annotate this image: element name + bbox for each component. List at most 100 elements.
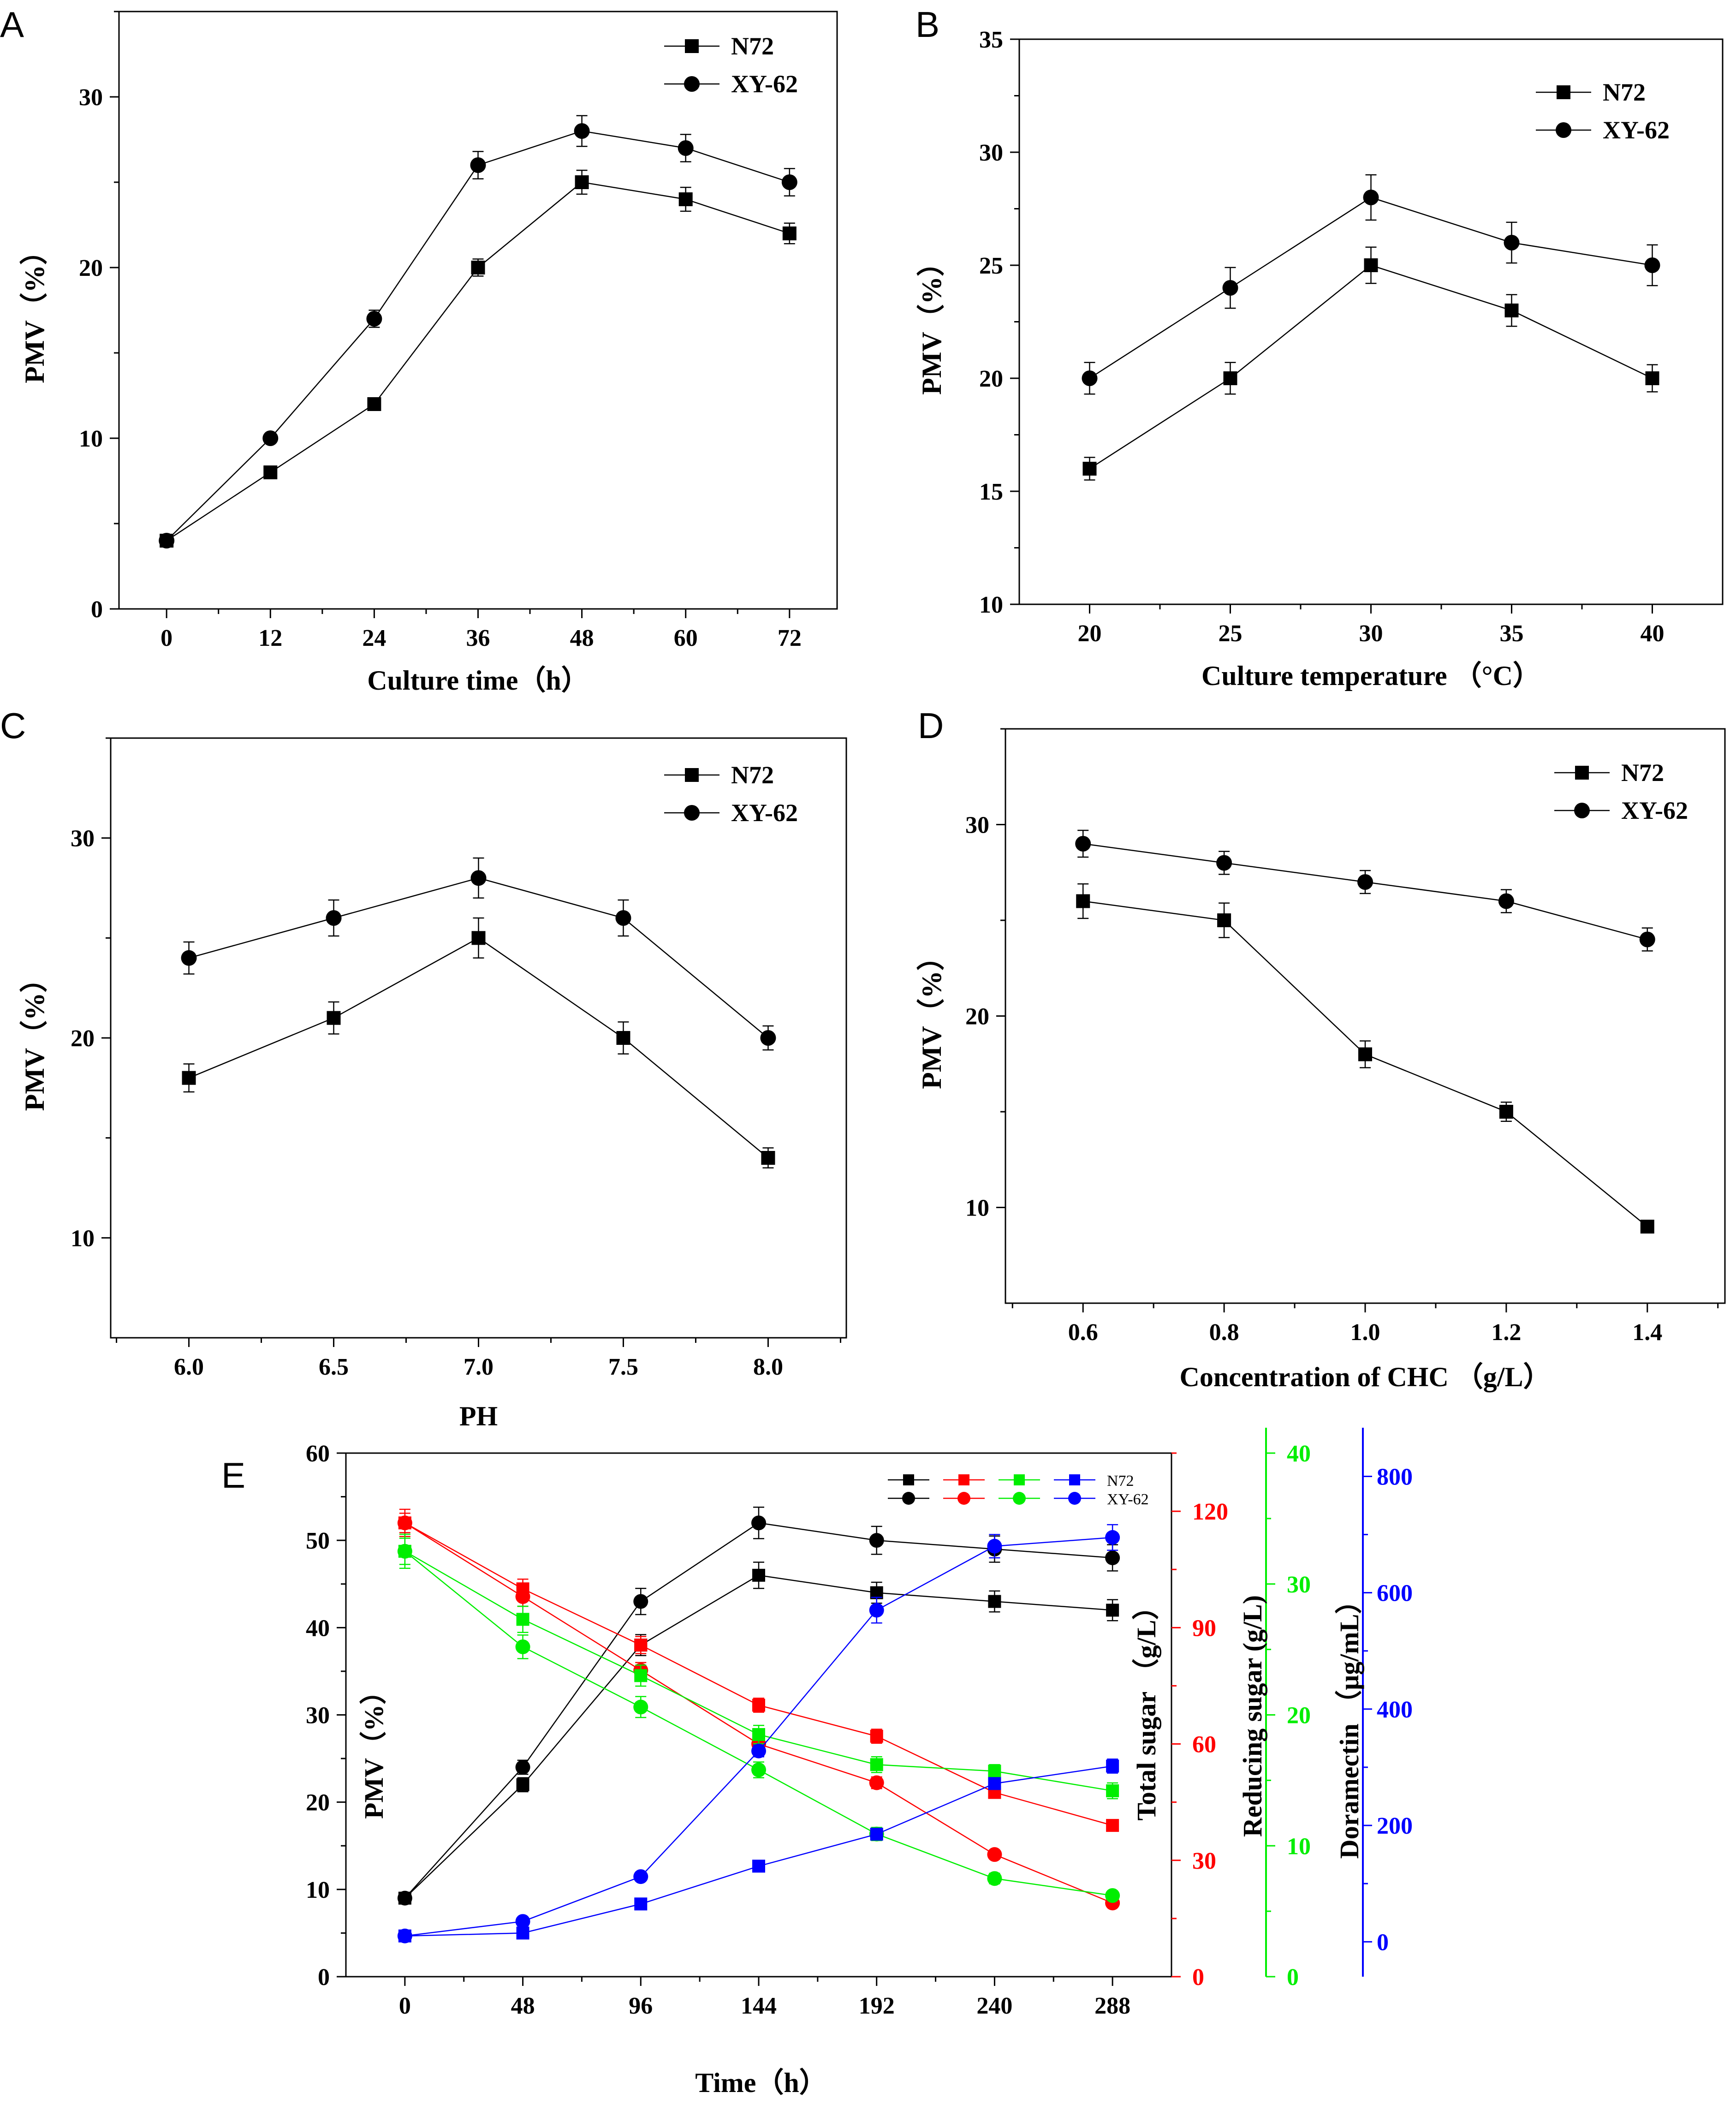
- panel-letter: D: [918, 705, 944, 746]
- square-point: [1364, 258, 1378, 272]
- y-tick-label: 40: [306, 1615, 330, 1641]
- plot-frame: [118, 11, 838, 610]
- square-point: [1358, 1047, 1372, 1061]
- x-tick-label: 48: [511, 1993, 535, 2019]
- square-point: [634, 1639, 648, 1652]
- square-point: [1640, 1220, 1654, 1234]
- y-tick-label: 50: [306, 1528, 330, 1554]
- square-point: [634, 1897, 648, 1911]
- y-tick-label: 0: [1377, 1929, 1389, 1955]
- series-xy-62: [1075, 829, 1655, 952]
- panel-letter: B: [916, 4, 939, 45]
- legend-label: N72: [1603, 78, 1646, 106]
- square-point: [634, 1669, 648, 1682]
- circle-point: [181, 950, 197, 966]
- series-xy-62: [181, 857, 776, 1051]
- y-tick-label: 200: [1377, 1813, 1413, 1839]
- legend-label: XY-62: [1107, 1491, 1149, 1508]
- legend-marker: [903, 1474, 914, 1485]
- legend-entry: XY-62: [1554, 797, 1688, 824]
- circle-point: [869, 1533, 884, 1548]
- circle-point: [1105, 1550, 1120, 1565]
- axis-reducing-sugar: 0 10 20 30 40 Reducing sugar (g/L): [1237, 1428, 1311, 1991]
- y-tick-label: 90: [1192, 1615, 1216, 1641]
- y-tick-label: 30: [71, 826, 95, 852]
- circle-point: [1504, 235, 1520, 250]
- y-axis-label: PMV（%）: [916, 943, 947, 1089]
- y-axis-label: Doramectin （μg/mL）: [1334, 1587, 1364, 1859]
- x-tick-label: 96: [629, 1993, 653, 2019]
- y-tick-label: 0: [1287, 1964, 1299, 1991]
- y-tick-label: 30: [1192, 1848, 1216, 1874]
- panel-b: B 10 15 20 25 30 35 20 25 30 35 40 PMV（%） Culture tem…: [916, 4, 1724, 691]
- legend-label: XY-62: [731, 799, 798, 827]
- legend-label: N72: [731, 761, 774, 789]
- circle-point: [470, 870, 487, 886]
- y-tick-label: 15: [979, 479, 1003, 505]
- circle-point: [678, 140, 694, 156]
- square-point: [870, 1729, 883, 1743]
- circle-point: [515, 1914, 530, 1929]
- legend-entry: N72: [888, 1472, 1134, 1490]
- square-point: [1076, 894, 1090, 908]
- legend-marker: [1556, 122, 1571, 138]
- x-tick-label: 35: [1500, 620, 1524, 647]
- circle-point: [397, 1890, 412, 1906]
- y-tick-label: 600: [1377, 1580, 1413, 1607]
- square-point: [516, 1613, 529, 1626]
- square-point: [988, 1777, 1001, 1790]
- square-point: [516, 1778, 529, 1791]
- y-tick-label: 30: [79, 84, 103, 111]
- circle-point: [159, 533, 175, 548]
- legend-label: N72: [1621, 759, 1664, 787]
- circle-point: [1363, 190, 1379, 205]
- legend-entry: N72: [664, 761, 774, 789]
- legend-marker: [1014, 1474, 1025, 1485]
- circle-point: [397, 1515, 412, 1531]
- y-tick-label: 10: [965, 1195, 989, 1222]
- legend-marker: [1068, 1492, 1081, 1505]
- square-point: [616, 1031, 630, 1045]
- x-tick-label: 0: [161, 625, 172, 651]
- square-point: [870, 1828, 883, 1841]
- circle-point: [1216, 855, 1232, 871]
- series-reducing-sugar-xy-62: [397, 1538, 1120, 1903]
- legend-label: XY-62: [1603, 116, 1670, 144]
- y-axis-label: Reducing sugar (g/L): [1237, 1595, 1267, 1837]
- circle-point: [515, 1760, 530, 1775]
- square-point: [752, 1728, 765, 1741]
- panel-c: C 10 20 30 6.0 6.5 7.0 7.5 8.0 PMV（%） PH N72 XY-62: [0, 705, 847, 1431]
- legend-marker: [1069, 1474, 1080, 1485]
- panel-a: A 0 10 20 30 0 12 24 36 48 60 72 PMV（%） Culture time（…: [0, 4, 838, 696]
- x-axis-label: Culture temperature （°C）: [1201, 660, 1540, 691]
- x-tick-label: 6.5: [319, 1354, 349, 1380]
- x-tick-label: 25: [1219, 620, 1243, 647]
- circle-point: [869, 1775, 884, 1790]
- x-tick-label: 1.2: [1491, 1319, 1521, 1346]
- plot-frame: [1005, 728, 1726, 1304]
- circle-point: [1105, 1888, 1120, 1903]
- square-point: [327, 1011, 341, 1025]
- circle-point: [781, 174, 797, 190]
- circle-point: [1357, 874, 1373, 890]
- square-point: [575, 175, 589, 189]
- y-axis-label: PMV（%）: [19, 965, 50, 1111]
- legend-marker: [958, 1474, 969, 1485]
- y-tick-label: 10: [71, 1225, 95, 1252]
- y-tick-label: 20: [79, 255, 103, 281]
- y-tick-label: 30: [965, 812, 989, 839]
- circle-point: [470, 157, 486, 173]
- circle-point: [1644, 257, 1660, 273]
- legend-entry: N72: [1536, 78, 1646, 106]
- axis-total-sugar: 0 30 60 90 120 Total sugar （g/L）: [1131, 1452, 1228, 1991]
- y-tick-label: 30: [306, 1703, 330, 1729]
- square-point: [1217, 913, 1231, 927]
- series-xy-62: [159, 115, 797, 548]
- x-tick-label: 8.0: [753, 1354, 783, 1380]
- square-point: [752, 1860, 765, 1873]
- square-point: [1106, 1759, 1119, 1773]
- square-point: [367, 397, 381, 411]
- series-line: [166, 181, 790, 542]
- square-point: [752, 1699, 765, 1712]
